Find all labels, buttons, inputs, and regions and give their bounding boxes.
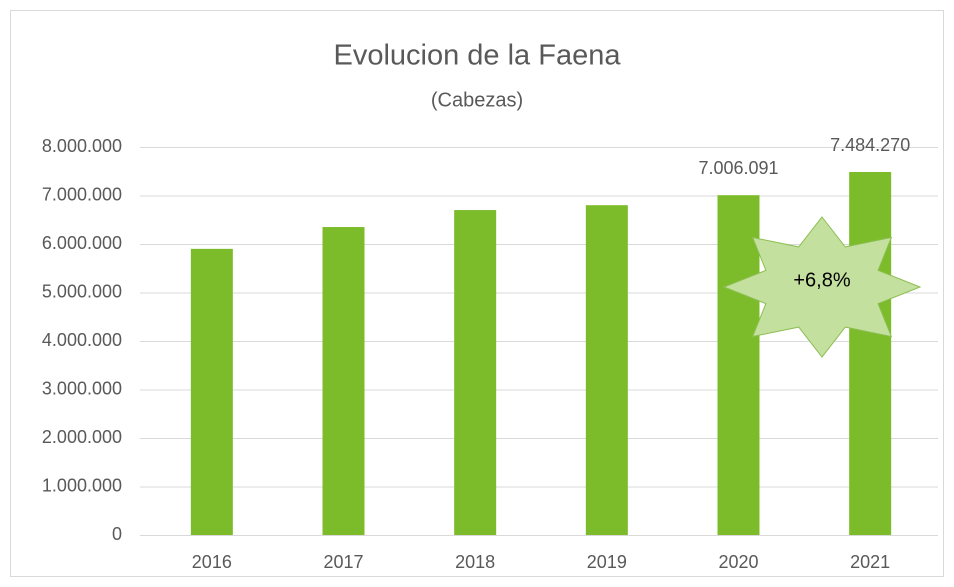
x-tick-label: 2017 (323, 552, 363, 572)
y-tick-label: 4.000.000 (42, 330, 122, 350)
chart-subtitle: (Cabezas) (431, 89, 523, 111)
chart-title: Evolucion de la Faena (334, 40, 622, 72)
y-tick-label: 5.000.000 (42, 281, 122, 301)
y-tick-label: 3.000.000 (42, 378, 122, 398)
y-tick-label: 8.000.000 (42, 136, 122, 156)
annotation-text: +6,8% (793, 269, 850, 291)
x-tick-label: 2021 (850, 552, 890, 572)
bar (190, 248, 233, 535)
bar (585, 205, 628, 535)
data-label: 7.006.091 (698, 158, 778, 178)
y-tick-label: 2.000.000 (42, 427, 122, 447)
y-tick-label: 0 (112, 524, 122, 544)
y-tick-label: 7.000.000 (42, 184, 122, 204)
x-tick-label: 2019 (587, 552, 627, 572)
x-tick-label: 2018 (455, 552, 495, 572)
y-tick-label: 6.000.000 (42, 233, 122, 253)
bar (454, 210, 497, 536)
x-tick-label: 2020 (718, 552, 758, 572)
bar (849, 172, 892, 535)
annotation-star (722, 216, 922, 358)
x-tick-label: 2016 (192, 552, 232, 572)
y-tick-label: 1.000.000 (42, 475, 122, 495)
bar (322, 227, 365, 535)
bar (717, 195, 760, 535)
data-label: 7.484.270 (830, 135, 910, 155)
